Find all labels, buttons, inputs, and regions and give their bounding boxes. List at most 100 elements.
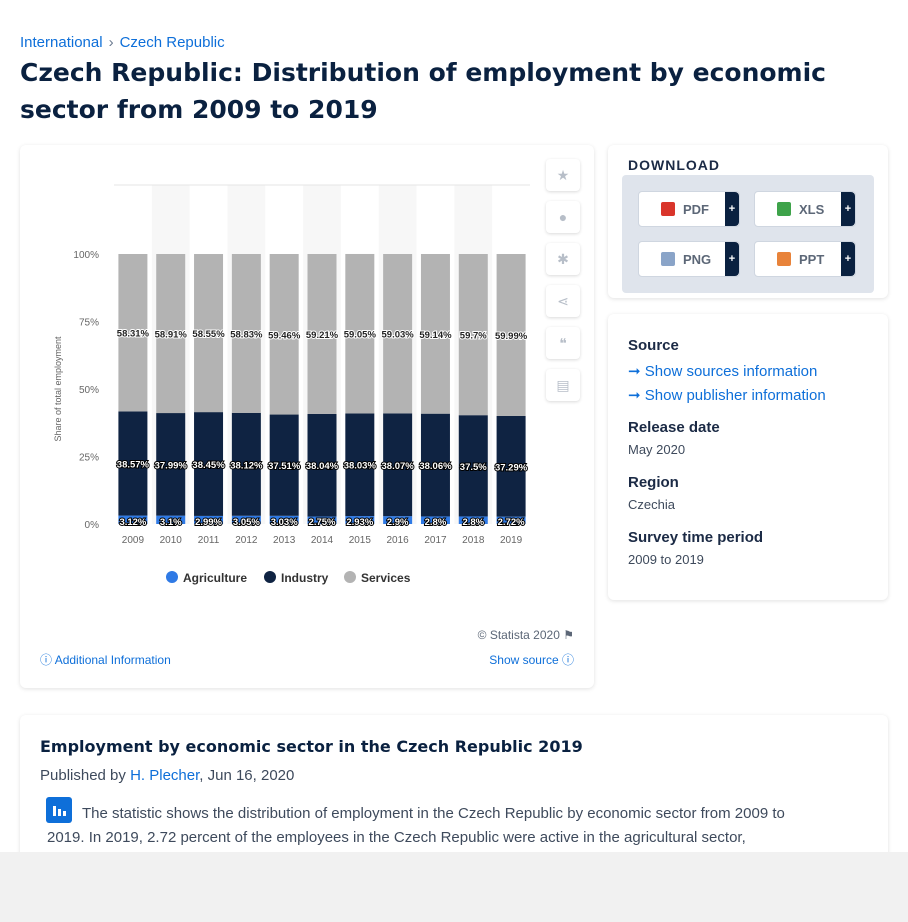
region-value: Czechia	[628, 497, 675, 512]
data-label-services-2019: 59.99%	[495, 331, 528, 342]
bar-industry-2013	[269, 414, 299, 516]
source-label: Source	[628, 337, 679, 354]
additional-information-label: Additional Information	[54, 653, 171, 667]
data-label-agriculture-2019: 2.72%	[498, 517, 525, 528]
x-tick-label: 2016	[387, 535, 410, 546]
bar-agriculture-2014	[307, 516, 337, 524]
bottom-band	[0, 852, 908, 922]
data-label-services-2017: 59.14%	[419, 330, 452, 341]
bar-services-2015	[345, 253, 375, 414]
bar-industry-2010	[156, 413, 186, 516]
data-label-industry-2014: 38.04%	[306, 461, 339, 472]
pdf-label: PDF	[683, 201, 709, 217]
data-label-industry-2019: 37.29%	[495, 462, 528, 473]
show-source-link[interactable]: Show source ⓘ	[489, 651, 574, 668]
stacked-bar-chart: 0% 25% 50% 75% 100% Share of total employment…	[53, 184, 530, 585]
bar-services-2010	[156, 254, 186, 414]
breadcrumb-international[interactable]: International	[20, 34, 103, 51]
png-file-icon	[661, 252, 675, 266]
ppt-file-icon	[777, 252, 791, 266]
bar-industry-2012	[231, 412, 261, 516]
bar-agriculture-2019	[496, 516, 526, 524]
survey-period-label: Survey time period	[628, 529, 764, 546]
x-tick-label: 2013	[273, 535, 296, 546]
statistic-bar-icon	[46, 797, 72, 823]
breadcrumb: International › Czech Republic	[20, 34, 225, 51]
plus-icon[interactable]: +	[725, 242, 739, 276]
breadcrumb-czech-republic[interactable]: Czech Republic	[119, 34, 225, 51]
data-label-services-2012: 58.83%	[230, 329, 263, 340]
flag-icon[interactable]: ⚑	[563, 628, 574, 642]
legend-marker-agriculture	[166, 571, 178, 583]
x-tick-label: 2018	[462, 535, 485, 546]
data-label-services-2009: 58.31%	[117, 329, 150, 340]
region-label: Region	[628, 474, 679, 491]
data-label-agriculture-2014: 2.75%	[309, 517, 336, 528]
bar-industry-2017	[420, 413, 450, 517]
bar-agriculture-2009	[118, 515, 148, 524]
notification-bell-icon[interactable]: ●	[546, 201, 580, 233]
print-icon[interactable]: ▤	[546, 369, 580, 401]
data-label-services-2015: 59.05%	[344, 330, 377, 341]
plus-icon[interactable]: +	[841, 242, 855, 276]
description-text: The statistic shows the distribution of …	[47, 805, 785, 846]
data-label-services-2010: 58.91%	[155, 330, 188, 341]
cite-quote-icon[interactable]: ❝	[546, 327, 580, 359]
download-title: DOWNLOAD	[628, 157, 720, 173]
info-icon: ⓘ	[40, 653, 53, 667]
data-label-industry-2010: 37.99%	[155, 460, 188, 471]
data-label-agriculture-2017: 2.8%	[425, 517, 447, 528]
bar-services-2011	[194, 254, 224, 413]
copyright: © Statista 2020 ⚑	[478, 628, 574, 642]
additional-information-link[interactable]: ⓘ Additional Information	[40, 651, 171, 668]
data-label-agriculture-2012: 3.05%	[233, 517, 260, 528]
description-title: Employment by economic sector in the Cze…	[40, 737, 583, 756]
data-label-agriculture-2015: 2.93%	[346, 517, 373, 528]
data-label-industry-2016: 38.07%	[382, 461, 415, 472]
published-prefix: Published by	[40, 767, 126, 784]
release-date-label: Release date	[628, 419, 720, 436]
author-link[interactable]: H. Plecher	[130, 767, 200, 784]
xls-file-icon	[777, 202, 791, 216]
statistic-info-card: Source ➞ Show sources information ➞ Show…	[608, 314, 888, 600]
bar-industry-2018	[458, 415, 488, 517]
ppt-label: PPT	[799, 251, 825, 267]
arrow-right-icon: ➞	[628, 387, 641, 404]
data-label-services-2016: 59.03%	[382, 330, 415, 341]
xls-label: XLS	[799, 201, 825, 217]
data-label-industry-2013: 37.51%	[268, 461, 301, 472]
download-png-button[interactable]: PNG +	[638, 241, 740, 277]
x-tick-label: 2017	[424, 535, 447, 546]
legend-marker-services	[344, 571, 356, 583]
download-card: DOWNLOAD PDF + XLS + PNG + PPT +	[608, 145, 888, 298]
download-ppt-button[interactable]: PPT +	[754, 241, 856, 277]
page-title: Czech Republic: Distribution of employme…	[20, 58, 826, 124]
chart-card: 0% 25% 50% 75% 100% Share of total employment…	[20, 145, 594, 688]
breadcrumb-separator: ›	[108, 34, 114, 51]
settings-gear-icon[interactable]: ✱	[546, 243, 580, 275]
y-axis-label: Share of total employment	[53, 336, 63, 442]
bar-services-2017	[420, 254, 450, 414]
x-tick-label: 2010	[160, 535, 183, 546]
favorite-star-icon[interactable]: ★	[546, 159, 580, 191]
plus-icon[interactable]: +	[841, 192, 855, 226]
plus-icon[interactable]: +	[725, 192, 739, 226]
download-xls-button[interactable]: XLS +	[754, 191, 856, 227]
data-label-services-2014: 59.21%	[306, 330, 339, 341]
download-pdf-button[interactable]: PDF +	[638, 191, 740, 227]
bar-services-2016	[383, 254, 413, 414]
data-label-services-2013: 59.46%	[268, 330, 301, 341]
x-tick-label: 2014	[311, 535, 334, 546]
x-tick-label: 2012	[235, 535, 258, 546]
data-label-industry-2012: 38.12%	[230, 460, 263, 471]
release-date-value: May 2020	[628, 442, 686, 457]
show-publisher-link[interactable]: ➞ Show publisher information	[628, 386, 826, 404]
show-sources-link[interactable]: ➞ Show sources information	[628, 362, 817, 380]
download-buttons-panel: PDF + XLS + PNG + PPT +	[622, 175, 874, 293]
share-icon[interactable]: ⋖	[546, 285, 580, 317]
legend-label-agriculture: Agriculture	[183, 571, 247, 585]
data-label-industry-2017: 38.06%	[419, 461, 452, 472]
bar-industry-2009	[118, 411, 148, 516]
bar-industry-2014	[307, 413, 337, 517]
bar-agriculture-2015	[345, 516, 375, 524]
